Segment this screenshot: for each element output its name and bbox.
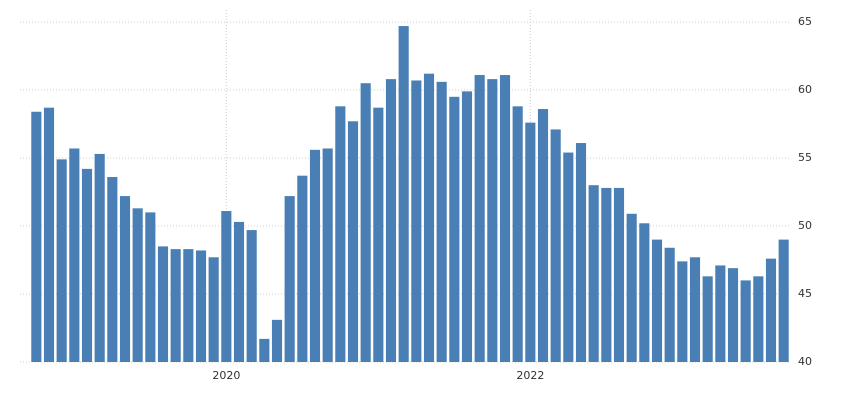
bar <box>81 168 93 362</box>
bar <box>31 111 42 362</box>
bar <box>702 276 713 362</box>
bar <box>664 247 675 362</box>
bar <box>563 152 574 362</box>
bar <box>221 211 232 362</box>
bar <box>246 230 257 362</box>
bar <box>778 239 789 362</box>
bar <box>398 26 409 363</box>
bar <box>107 177 118 362</box>
bar <box>208 257 219 362</box>
bar <box>259 338 270 362</box>
bar <box>373 107 384 363</box>
bar <box>753 276 764 362</box>
y-tick-label: 45 <box>798 287 812 300</box>
bar <box>56 159 67 362</box>
bar <box>601 187 612 362</box>
bar <box>639 223 650 362</box>
bar <box>715 265 726 362</box>
bar <box>297 175 308 362</box>
bar <box>436 81 447 362</box>
y-tick-label: 50 <box>798 219 812 232</box>
y-tick-label: 60 <box>798 83 812 96</box>
bar <box>423 73 435 363</box>
bar <box>411 80 422 362</box>
bar <box>651 239 663 362</box>
bar <box>119 196 131 362</box>
bar <box>69 148 80 362</box>
bar <box>487 79 498 363</box>
bar <box>512 106 523 362</box>
bar <box>474 75 485 362</box>
bar <box>689 257 701 362</box>
bar <box>309 149 321 362</box>
bar <box>335 106 346 362</box>
bar <box>360 83 371 362</box>
bar <box>613 187 625 362</box>
bar <box>499 75 511 362</box>
x-tick-label: 2020 <box>212 369 240 382</box>
bar <box>233 221 245 362</box>
bar <box>575 143 587 362</box>
y-tick-label: 40 <box>798 355 812 368</box>
bar <box>43 107 55 363</box>
bar <box>727 268 739 362</box>
bar <box>677 261 688 362</box>
bar <box>322 148 333 362</box>
x-tick-label: 2022 <box>516 369 544 382</box>
bar <box>550 129 561 362</box>
bar <box>525 122 536 362</box>
bar <box>347 121 359 362</box>
bar <box>461 91 473 363</box>
bar <box>284 196 295 362</box>
bar <box>385 79 397 363</box>
bar <box>626 213 637 362</box>
bar <box>740 280 751 362</box>
bar <box>157 246 169 362</box>
bar <box>183 249 194 362</box>
bar <box>94 153 105 362</box>
bar <box>170 249 181 362</box>
bar <box>537 109 549 362</box>
bar <box>271 319 283 362</box>
bar <box>132 208 143 362</box>
bar <box>145 212 156 362</box>
bar <box>195 250 207 362</box>
y-tick-label: 65 <box>798 15 812 28</box>
y-tick-label: 55 <box>798 151 812 164</box>
bar <box>588 185 599 362</box>
bar <box>449 96 460 363</box>
bar <box>765 258 777 362</box>
